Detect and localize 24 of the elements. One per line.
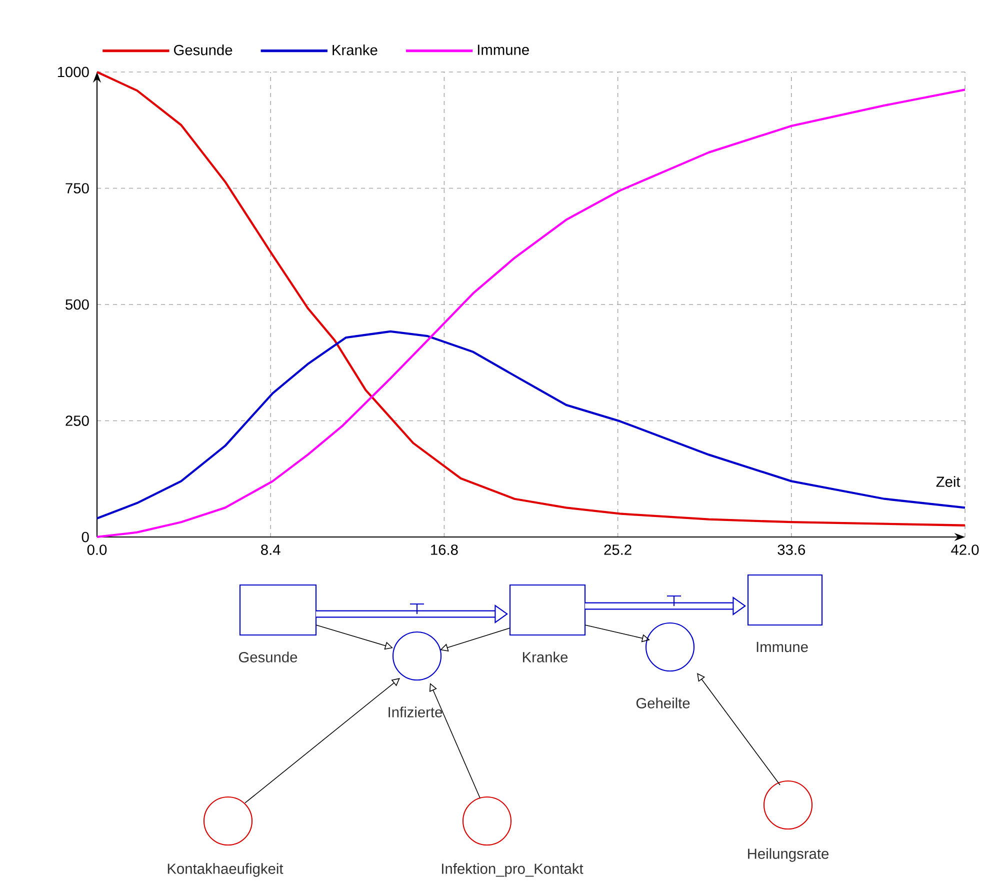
x-tick-label: 0.0 — [87, 544, 107, 555]
x-tick-label: 25.2 — [604, 544, 632, 555]
text: Infektion_pro_Kontakt — [442, 863, 584, 877]
legend-label: Gesunde — [174, 44, 232, 56]
y-tick-label: 500 — [66, 299, 89, 310]
text: Geheilte — [636, 698, 690, 708]
y-tick-label: 0 — [82, 532, 89, 542]
x-tick-label: 8.4 — [261, 544, 280, 555]
text: Gesunde — [238, 652, 298, 662]
y-tick-label: 250 — [66, 416, 89, 426]
text: Heilungsrate — [748, 848, 829, 862]
text: Kranke — [522, 652, 568, 662]
y-tick-label: 750 — [66, 183, 89, 194]
line-series — [96, 330, 966, 520]
y-tick-label: 1000 — [58, 66, 89, 78]
text: Immune — [756, 642, 808, 652]
legend-label: Immune — [478, 44, 529, 55]
x-tick-label: 42.0 — [951, 544, 979, 555]
x-tick-label: 16.8 — [431, 544, 458, 555]
text: Infizierte — [388, 706, 442, 718]
x-tick-label: 33.6 — [778, 544, 806, 555]
text: Kontakhaeufigkeit — [168, 863, 284, 877]
x-axis-title: Zeit — [936, 476, 960, 487]
legend-label: Kranke — [332, 44, 378, 56]
